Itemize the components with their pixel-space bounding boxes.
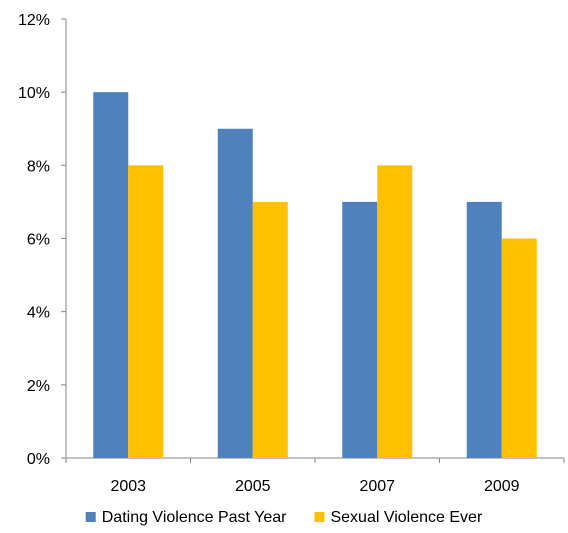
y-tick-label: 6% xyxy=(27,232,50,249)
bars xyxy=(93,92,537,459)
bar-2007-series-2 xyxy=(377,165,413,459)
y-tick-label: 10% xyxy=(18,85,50,102)
bar-2003-series-1 xyxy=(93,92,129,459)
legend: Dating Violence Past Year Sexual Violence… xyxy=(85,509,483,526)
legend-label: Dating Violence Past Year xyxy=(102,509,287,526)
legend-item: Sexual Violence Ever xyxy=(314,509,483,526)
y-tick-label: 0% xyxy=(27,451,50,468)
x-tick-label: 2009 xyxy=(484,478,520,495)
x-tick-label: 2005 xyxy=(235,478,271,495)
legend-item: Dating Violence Past Year xyxy=(85,509,287,526)
x-tick-label: 2007 xyxy=(359,478,395,495)
bar-2009-series-1 xyxy=(466,201,502,458)
y-tick-label: 12% xyxy=(18,12,50,29)
bar-2005-series-1 xyxy=(217,128,253,458)
x-tick-label: 2003 xyxy=(110,478,146,495)
bar-2003-series-2 xyxy=(128,165,164,459)
legend-swatch xyxy=(314,512,325,522)
y-tick-label: 4% xyxy=(27,305,50,322)
y-tick-label: 8% xyxy=(27,158,50,175)
legend-label: Sexual Violence Ever xyxy=(330,509,482,526)
y-tick-label: 2% xyxy=(27,378,50,395)
legend-swatch xyxy=(85,512,96,522)
tick-labels: 0% 2% 4% 6% 8% 10% 12% 2003 2005 2007 2009 xyxy=(18,12,520,495)
bar-2007-series-1 xyxy=(342,201,378,458)
bar-2009-series-2 xyxy=(501,238,537,458)
bar-2005-series-2 xyxy=(252,201,288,458)
